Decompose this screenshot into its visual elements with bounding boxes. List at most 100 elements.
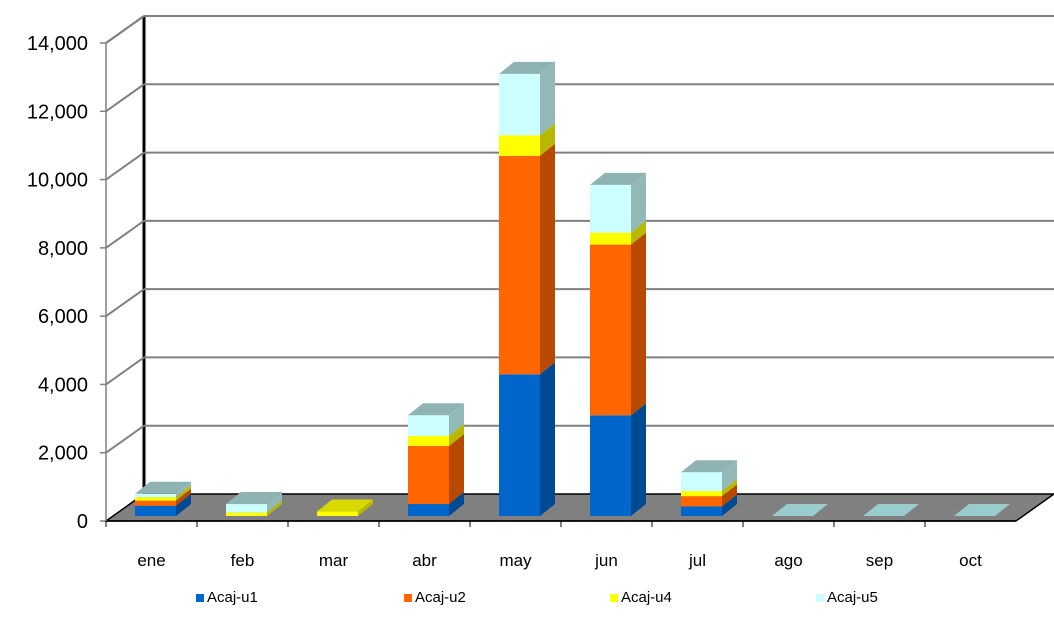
bar-top	[954, 504, 1010, 516]
bar-front	[681, 472, 722, 492]
bar-front	[135, 497, 176, 501]
bar-side	[722, 479, 737, 497]
y-tick-label: 14,000	[27, 33, 88, 55]
bar-side	[176, 488, 191, 506]
bar-side	[358, 499, 373, 516]
bar-front	[317, 511, 358, 516]
bar-side	[267, 492, 282, 513]
y-tick-label: 6,000	[38, 306, 88, 328]
bar-top	[499, 61, 555, 74]
bar-front	[590, 232, 631, 245]
bars	[135, 61, 1010, 516]
bar-segment	[499, 123, 555, 156]
bar-front	[681, 496, 722, 507]
x-tick-label: feb	[231, 551, 255, 570]
y-axis: 0 2,000 4,000 6,000 8,000 10,000 12,000 14,000	[27, 33, 107, 533]
gridline-side	[105, 151, 145, 181]
bar-top	[863, 504, 919, 516]
bar-front	[499, 73, 540, 136]
bar-segment	[681, 460, 737, 492]
bar-front	[499, 155, 540, 375]
bar-top	[772, 504, 828, 516]
bar-front	[590, 184, 631, 233]
x-tick-label: abr	[412, 551, 437, 570]
bar-front	[135, 500, 176, 506]
bar-segment	[681, 484, 737, 507]
gridline-side	[105, 424, 145, 454]
bar-front	[681, 491, 722, 497]
bar-segment	[135, 481, 191, 498]
bar-side	[449, 403, 464, 436]
x-tick-label: oct	[959, 551, 982, 570]
bar-top	[226, 492, 282, 505]
bar-side	[722, 460, 737, 492]
y-tick-label: 12,000	[27, 101, 88, 123]
x-tick-label: ago	[774, 551, 802, 570]
bar-side	[176, 493, 191, 516]
bar-side	[540, 123, 555, 156]
x-axis: ene feb mar abr may jun jul ago sep oct	[105, 521, 982, 570]
bar-front	[590, 244, 631, 416]
bar-side	[540, 61, 555, 136]
bar-segment	[408, 423, 464, 447]
bar-segment	[135, 493, 191, 516]
bar-front	[408, 446, 449, 505]
bar-side	[540, 362, 555, 516]
bar-segment	[499, 143, 555, 375]
bar-segment	[226, 492, 282, 513]
bar-side	[631, 172, 646, 233]
y-tick-label: 10,000	[27, 170, 88, 192]
bar-segment	[408, 434, 464, 505]
gridline-side	[105, 83, 145, 113]
bar-side	[449, 423, 464, 447]
bar-top	[681, 460, 737, 473]
bar-side	[176, 481, 191, 498]
gridline-side	[105, 220, 145, 249]
bar-segment	[590, 172, 646, 233]
bar-side	[631, 403, 646, 516]
bar-front	[499, 135, 540, 156]
bar-side	[722, 494, 737, 516]
bar-front	[226, 512, 267, 516]
bar-front	[408, 504, 449, 516]
bar-segment	[681, 479, 737, 497]
bar-side	[267, 500, 282, 516]
bar-side	[631, 232, 646, 416]
gridline-side	[105, 356, 145, 386]
bar-segment	[226, 500, 282, 516]
y-tick-label: 4,000	[38, 374, 88, 396]
bar-segment	[135, 485, 191, 501]
x-tick-label: jul	[688, 551, 706, 570]
bar-front	[408, 415, 449, 436]
bar-front	[681, 506, 722, 516]
bar-front	[590, 415, 631, 516]
bar-side	[631, 220, 646, 245]
bar-segment	[590, 403, 646, 516]
bar-front	[226, 504, 267, 513]
bar-segment	[681, 494, 737, 516]
bar-side	[176, 485, 191, 501]
bar-segment	[135, 488, 191, 506]
bar-front	[408, 435, 449, 447]
bar-side	[449, 492, 464, 516]
bar-side	[722, 484, 737, 507]
x-tick-label: mar	[319, 551, 349, 570]
bar-segment	[499, 362, 555, 516]
bar-top	[408, 403, 464, 416]
bar-side	[540, 143, 555, 375]
y-tick-label: 2,000	[38, 443, 88, 465]
bar-side	[449, 434, 464, 505]
bar-front	[135, 505, 176, 516]
bar-segment	[590, 232, 646, 416]
x-tick-label: may	[499, 551, 532, 570]
x-tick-label: sep	[866, 551, 893, 570]
x-tick-label: jun	[594, 551, 618, 570]
bar-top	[135, 481, 191, 494]
chart-walls	[105, 15, 1054, 494]
bar-segment	[408, 403, 464, 436]
y-tick-label: 8,000	[38, 238, 88, 260]
bar-segment	[317, 499, 373, 516]
gridline-side	[105, 15, 145, 44]
bar-top	[317, 499, 373, 512]
